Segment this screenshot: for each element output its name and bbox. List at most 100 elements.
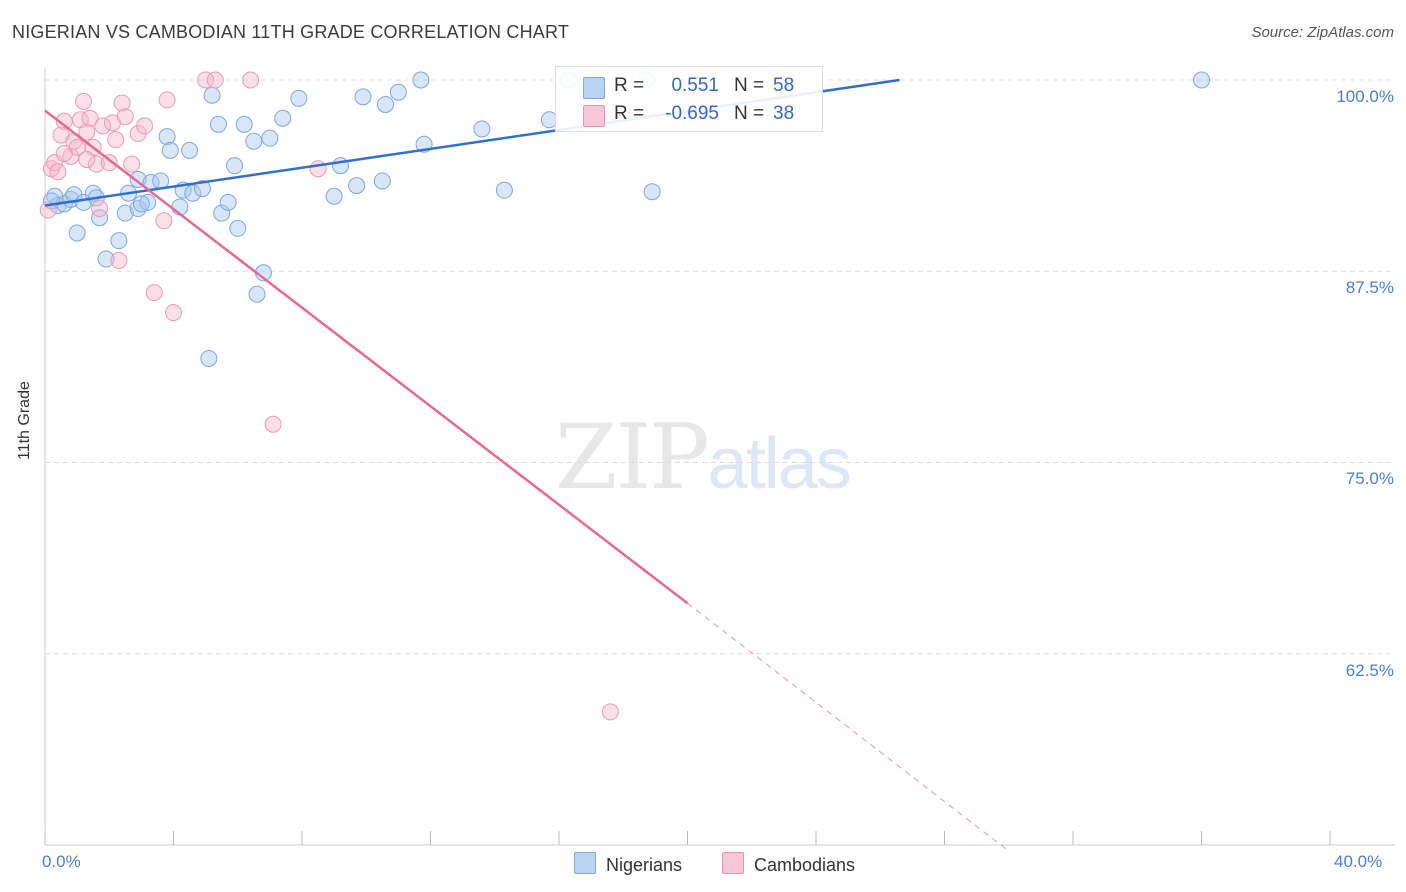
nigerian-point xyxy=(129,170,147,188)
grid-lines xyxy=(45,79,1395,655)
nigerian-point xyxy=(184,184,202,202)
nigerian-point xyxy=(68,224,86,242)
cambodian-point xyxy=(158,91,176,109)
nigerian-point xyxy=(245,132,263,150)
cambodian-point xyxy=(206,71,224,89)
cambodian-point xyxy=(107,131,125,149)
nigerian-point xyxy=(473,120,491,138)
bottom-legend-nigerians: Nigerians xyxy=(574,852,682,876)
cambodian-point xyxy=(123,155,141,173)
legend-n-value: 58 xyxy=(773,75,795,96)
cambodian-point xyxy=(110,252,128,270)
cambodian-point xyxy=(78,123,96,141)
cambodian-point xyxy=(145,284,163,302)
cambodian-point xyxy=(197,71,215,89)
nigerian-point xyxy=(290,89,308,107)
y-tick-label-75: 75.0% xyxy=(1345,469,1394,488)
cambodian-point xyxy=(155,212,173,230)
nigerian-point xyxy=(373,172,391,190)
nigerian-point xyxy=(325,187,343,205)
cambodians-swatch xyxy=(583,105,605,127)
nigerian-point xyxy=(235,115,253,133)
y-tick-label-100: 100.0% xyxy=(1336,87,1394,106)
legend-row-nigerians: R = 0.551 N = 58 xyxy=(556,73,822,101)
cambodian-point xyxy=(165,304,182,322)
nigerian-point xyxy=(412,71,430,89)
nigerians-legend-label: Nigerians xyxy=(606,855,683,875)
legend-row-cambodians: R = -0.695 N = 38 xyxy=(556,101,822,129)
nigerian-point xyxy=(274,109,292,127)
nigerian-point xyxy=(203,86,221,104)
correlation-legend: R = 0.551 N = 58 R = -0.695 N = 38 xyxy=(555,66,823,132)
nigerian-point xyxy=(1193,71,1210,89)
y-tick-label-62.5: 62.5% xyxy=(1345,661,1394,680)
nigerian-point xyxy=(110,232,128,250)
cambodian-point xyxy=(81,109,99,127)
legend-r-label: R = xyxy=(614,103,645,124)
legend-n-label: N = xyxy=(734,103,765,124)
x-tick-label-min: 0.0% xyxy=(42,852,81,871)
source-label: Source: ZipAtlas.com xyxy=(1251,24,1394,41)
cambodian-trend-line xyxy=(44,109,689,605)
nigerian-point xyxy=(389,83,407,101)
nigerian-point xyxy=(181,141,199,159)
cambodian-point xyxy=(113,94,131,112)
nigerian-point xyxy=(248,285,266,303)
cambodian-point xyxy=(94,117,112,135)
cambodian-point xyxy=(136,117,154,135)
legend-r-value: -0.695 xyxy=(665,103,719,124)
nigerian-point xyxy=(229,219,247,237)
nigerian-point xyxy=(377,95,395,113)
nigerian-point xyxy=(139,193,157,211)
y-axis-label: 11th Grade xyxy=(16,381,33,460)
nigerian-point xyxy=(158,128,176,146)
cambodian-point xyxy=(242,71,260,89)
nigerian-point xyxy=(213,204,231,222)
cambodian-point xyxy=(75,92,93,110)
y-tick-label-87.5: 87.5% xyxy=(1345,278,1394,297)
axes xyxy=(44,68,1395,846)
cambodian-point xyxy=(91,200,109,218)
cambodian-point xyxy=(87,155,105,173)
cambodian-point xyxy=(78,151,96,169)
cambodian-point xyxy=(601,703,619,721)
nigerian-point xyxy=(643,183,661,201)
cambodians-legend-swatch xyxy=(722,852,744,874)
nigerian-point xyxy=(495,181,513,199)
cambodian-point xyxy=(264,415,282,433)
cambodians-legend-label: Cambodians xyxy=(754,855,856,875)
nigerian-point xyxy=(354,88,372,106)
cambodian-point xyxy=(49,163,67,181)
nigerian-point xyxy=(200,349,218,367)
cambodian-point xyxy=(309,160,327,178)
nigerian-point xyxy=(261,129,279,147)
nigerian-point xyxy=(97,250,115,268)
nigerians-swatch xyxy=(583,77,605,99)
data-points xyxy=(39,71,1210,721)
nigerian-point xyxy=(91,209,109,227)
watermark-atlas: atlas xyxy=(707,424,852,504)
cambodian-trend-extension xyxy=(687,602,1010,852)
nigerian-point xyxy=(116,204,134,222)
watermark-zip: ZIP xyxy=(555,405,710,510)
x-tick-label-max: 40.0% xyxy=(1334,852,1383,871)
legend-r-label: R = xyxy=(614,75,645,96)
nigerian-point xyxy=(193,180,211,198)
watermark: ZIPatlas xyxy=(555,405,852,510)
chart-title: NIGERIAN VS CAMBODIAN 11TH GRADE CORRELA… xyxy=(12,22,570,42)
cambodian-point xyxy=(116,108,134,126)
bottom-legend-cambodians: Cambodians xyxy=(722,852,855,876)
cambodian-point xyxy=(39,201,57,219)
nigerian-point xyxy=(161,141,179,159)
nigerian-point xyxy=(219,193,237,211)
nigerian-point xyxy=(348,177,366,195)
legend-r-value: 0.551 xyxy=(671,75,719,96)
legend-n-label: N = xyxy=(734,75,765,96)
nigerian-point xyxy=(226,157,244,175)
cambodian-point xyxy=(100,154,118,172)
nigerian-point xyxy=(132,195,150,213)
cambodian-point xyxy=(55,144,73,162)
legend-n-value: 38 xyxy=(773,103,795,124)
nigerian-point xyxy=(209,115,227,133)
